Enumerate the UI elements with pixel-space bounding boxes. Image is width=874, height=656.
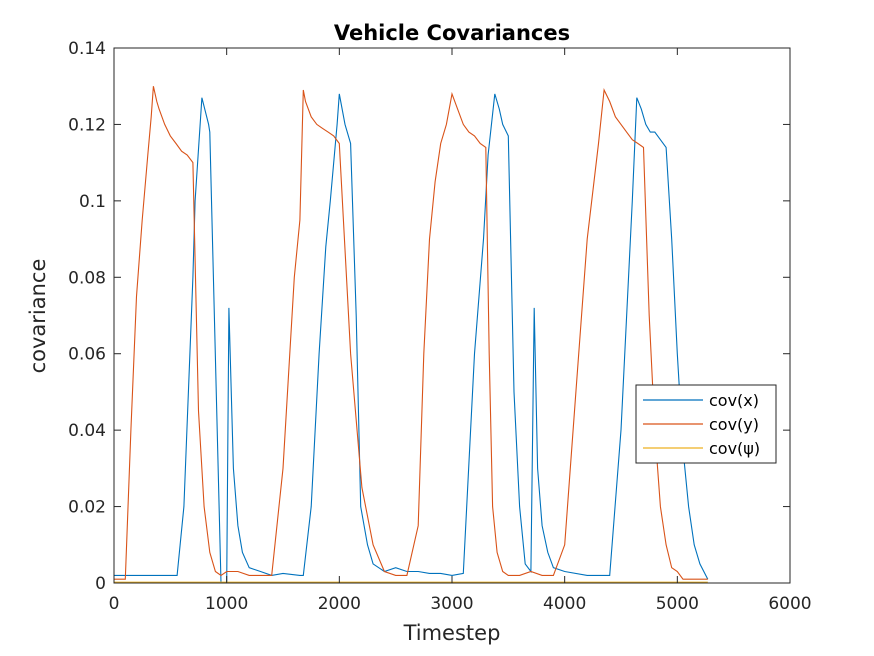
x-tick-label: 5000 (656, 594, 699, 614)
x-axis: 0 1000 2000 3000 4000 5000 6000 (109, 48, 812, 614)
x-tick-label: 4000 (543, 594, 586, 614)
y-tick-label: 0.06 (68, 345, 106, 365)
y-tick-label: 0.1 (79, 192, 106, 212)
y-tick-label: 0.08 (68, 268, 106, 288)
y-tick-label: 0.04 (68, 421, 106, 441)
series-line-2 (114, 86, 708, 580)
x-axis-label: Timestep (403, 621, 501, 645)
x-tick-label: 0 (109, 594, 120, 614)
legend: cov(x) cov(y) cov(ψ) (635, 384, 777, 464)
legend-label-3: cov(ψ) (709, 439, 760, 458)
y-axis: 0 0.02 0.04 0.06 0.08 0.1 0.12 0.14 (68, 39, 790, 594)
legend-label-2: cov(y) (709, 415, 759, 434)
y-tick-label: 0.02 (68, 498, 106, 518)
x-tick-label: 1000 (205, 594, 248, 614)
x-tick-label: 3000 (430, 594, 473, 614)
plot-area (114, 48, 790, 583)
series-line-1 (114, 93, 709, 584)
chart-title: Vehicle Covariances (334, 21, 570, 45)
y-axis-label: covariance (26, 259, 50, 374)
y-tick-label: 0 (95, 574, 106, 594)
legend-label-1: cov(x) (709, 391, 759, 410)
y-tick-label: 0.14 (68, 39, 106, 59)
x-tick-label: 6000 (768, 594, 811, 614)
x-tick-label: 2000 (318, 594, 361, 614)
y-tick-label: 0.12 (68, 115, 106, 135)
